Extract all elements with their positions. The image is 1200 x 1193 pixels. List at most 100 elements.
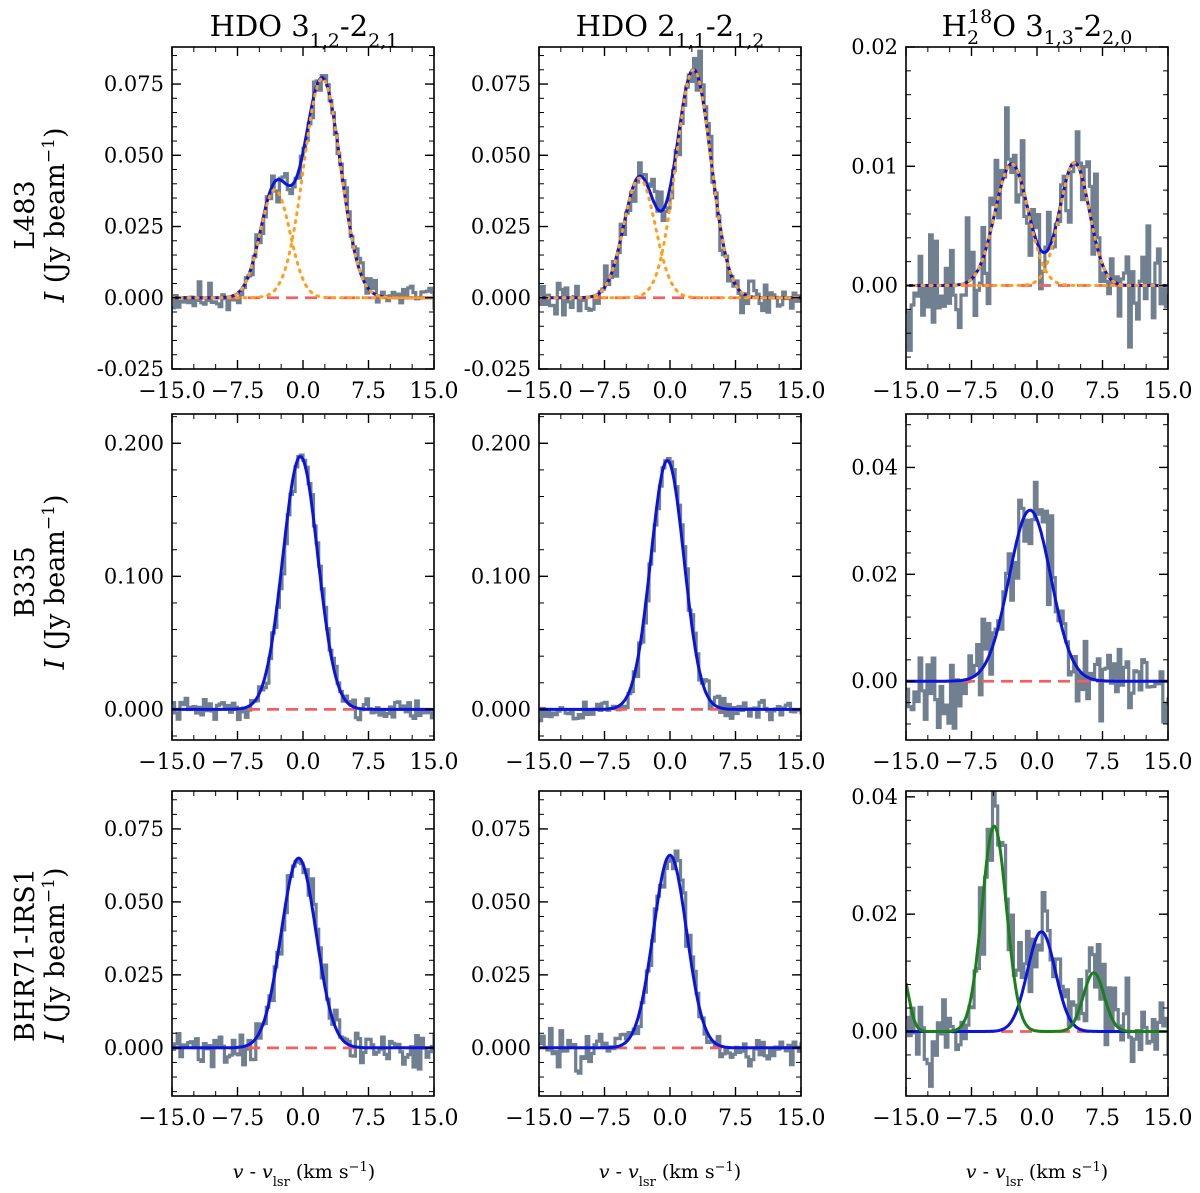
x-tick-label: −15.0 — [872, 750, 939, 775]
x-tick-label: 0.0 — [286, 1106, 321, 1131]
x-tick-label: 15.0 — [410, 379, 459, 404]
xlabel-col-0: v - vlsr (km s−1) — [233, 1160, 375, 1190]
x-tick-label: −15.0 — [505, 1106, 572, 1131]
row-ylabel: I (Jy beam−1) — [39, 127, 71, 303]
x-tick-label: −15.0 — [138, 750, 205, 775]
x-tick-label: 0.0 — [653, 1106, 688, 1131]
x-tick-label: −15.0 — [872, 1106, 939, 1131]
x-tick-label: −7.5 — [578, 750, 631, 775]
y-tick-label: 0.00 — [851, 669, 898, 693]
x-tick-label: 0.0 — [1020, 750, 1055, 775]
y-tick-label: 0.025 — [104, 963, 164, 987]
gaussian-fit — [172, 76, 434, 300]
x-tick-label: 7.5 — [351, 379, 386, 404]
panel-r0c0: −15.0 −7.5 0.0 7.5 15.0 -0.025 0.000 0.025 0.050… — [97, 46, 459, 404]
row-ylabel: I (Jy beam−1) — [39, 867, 71, 1043]
fit-component-1 — [172, 76, 434, 300]
x-tick-label: 7.5 — [1085, 750, 1120, 775]
y-tick-label: 0.050 — [471, 143, 531, 167]
row-ylabel: I (Jy beam−1) — [39, 494, 71, 670]
x-tick-label: −15.0 — [138, 379, 205, 404]
y-tick-label: 0.000 — [104, 697, 164, 721]
x-tick-label: 7.5 — [1085, 379, 1120, 404]
observed-spectrum — [539, 457, 801, 723]
row-source-name: BHR71-IRS1 — [10, 868, 41, 1042]
y-tick-label: 0.075 — [471, 72, 531, 96]
row-label-b335: B335 I (Jy beam−1) — [10, 494, 71, 670]
gaussian-fit — [539, 67, 801, 300]
x-tick-label: 7.5 — [351, 750, 386, 775]
y-tick-label: 0.050 — [104, 890, 164, 914]
fit-component-0 — [172, 187, 434, 300]
y-tick-label: 0.000 — [104, 1036, 164, 1060]
observed-spectrum — [906, 106, 1168, 352]
observed-spectrum — [906, 480, 1168, 730]
plot-area — [172, 74, 434, 312]
x-tick-label: 15.0 — [1144, 1106, 1193, 1131]
observed-spectrum — [172, 453, 434, 722]
plot-area — [539, 849, 801, 1075]
fit-component-1 — [539, 68, 801, 300]
panel-r2c2: −15.0 −7.5 0.0 7.5 15.0 0.00 0.02 0.04 — [851, 785, 1193, 1131]
x-tick-label: 7.5 — [1085, 1106, 1120, 1131]
y-tick-label: 0.200 — [471, 431, 531, 455]
x-tick-label: −15.0 — [505, 750, 572, 775]
x-tick-label: 7.5 — [718, 750, 753, 775]
y-tick-label: 0.075 — [471, 817, 531, 841]
observed-spectrum — [172, 74, 434, 312]
y-tick-label: 0.04 — [851, 455, 898, 479]
x-tick-label: 0.0 — [653, 750, 688, 775]
panel-r1c2: −15.0 −7.5 0.0 7.5 15.0 0.00 0.02 0.04 — [851, 413, 1193, 775]
plot-area — [539, 457, 801, 723]
panel-r1c1: −15.0 −7.5 0.0 7.5 15.0 0.000 0.100 0.200 — [471, 413, 826, 775]
panel-r0c1: −15.0 −7.5 0.0 7.5 15.0 -0.025 0.000 0.025 0.050… — [464, 46, 826, 404]
y-tick-label: 0.075 — [104, 817, 164, 841]
x-tick-label: −7.5 — [945, 1106, 998, 1131]
panel-grid: −15.0 −7.5 0.0 7.5 15.0-0.0250.0000.0250.050… — [97, 35, 1193, 1131]
x-tick-label: 15.0 — [777, 1106, 826, 1131]
y-tick-label: 0.025 — [104, 215, 164, 239]
y-tick-label: 0.000 — [104, 286, 164, 310]
x-tick-label: −7.5 — [578, 1106, 631, 1131]
x-tick-label: −7.5 — [945, 750, 998, 775]
x-tick-label: 15.0 — [777, 750, 826, 775]
plot-area — [906, 106, 1168, 352]
y-tick-label: 0.01 — [851, 154, 898, 178]
x-tick-label: 0.0 — [1020, 379, 1055, 404]
x-tick-label: 0.0 — [653, 379, 688, 404]
xlabels: v - vlsr (km s−1) v - vlsr (km s−1) v - … — [233, 1160, 1108, 1190]
y-tick-label: 0.025 — [471, 215, 531, 239]
y-tick-label: 0.025 — [471, 963, 531, 987]
x-tick-label: 15.0 — [410, 750, 459, 775]
xlabel-col-2: v - vlsr (km s−1) — [966, 1160, 1108, 1190]
x-tick-label: 0.0 — [286, 750, 321, 775]
panel-r2c0: −15.0 −7.5 0.0 7.5 15.0 0.000 0.025 0.050 0.075 — [104, 790, 458, 1131]
x-tick-label: 0.0 — [286, 379, 321, 404]
x-tick-label: −7.5 — [945, 379, 998, 404]
fit-component-0 — [906, 162, 1168, 287]
observed-spectrum — [172, 860, 434, 1071]
x-tick-label: 15.0 — [777, 379, 826, 404]
row-label-l483: L483 I (Jy beam−1) — [10, 127, 71, 303]
y-tick-label: 0.04 — [851, 785, 898, 809]
column-title-hdo-211: HDO 21,1-21,2 — [576, 9, 765, 52]
y-tick-label: 0.050 — [471, 890, 531, 914]
y-tick-label: -0.025 — [97, 357, 164, 381]
y-tick-label: 0.075 — [104, 72, 164, 96]
x-tick-label: 15.0 — [1144, 750, 1193, 775]
gaussian-fit — [906, 508, 1168, 683]
x-tick-label: −15.0 — [872, 379, 939, 404]
x-tick-label: −7.5 — [578, 379, 631, 404]
x-tick-label: −7.5 — [211, 379, 264, 404]
x-tick-label: 7.5 — [351, 1106, 386, 1131]
gaussian-fit — [172, 856, 434, 1050]
axes-frame — [171, 46, 435, 370]
gaussian-fit — [172, 455, 434, 711]
observed-spectrum — [906, 791, 1168, 1088]
y-tick-label: 0.000 — [471, 1036, 531, 1060]
y-tick-label: 0.00 — [851, 1019, 898, 1043]
x-tick-label: 15.0 — [1144, 379, 1193, 404]
gaussian-fit — [539, 853, 801, 1050]
xlabel-col-1: v - vlsr (km s−1) — [599, 1160, 741, 1190]
panel-r1c0: −15.0 −7.5 0.0 7.5 15.0 0.000 0.100 0.200 — [104, 413, 459, 775]
